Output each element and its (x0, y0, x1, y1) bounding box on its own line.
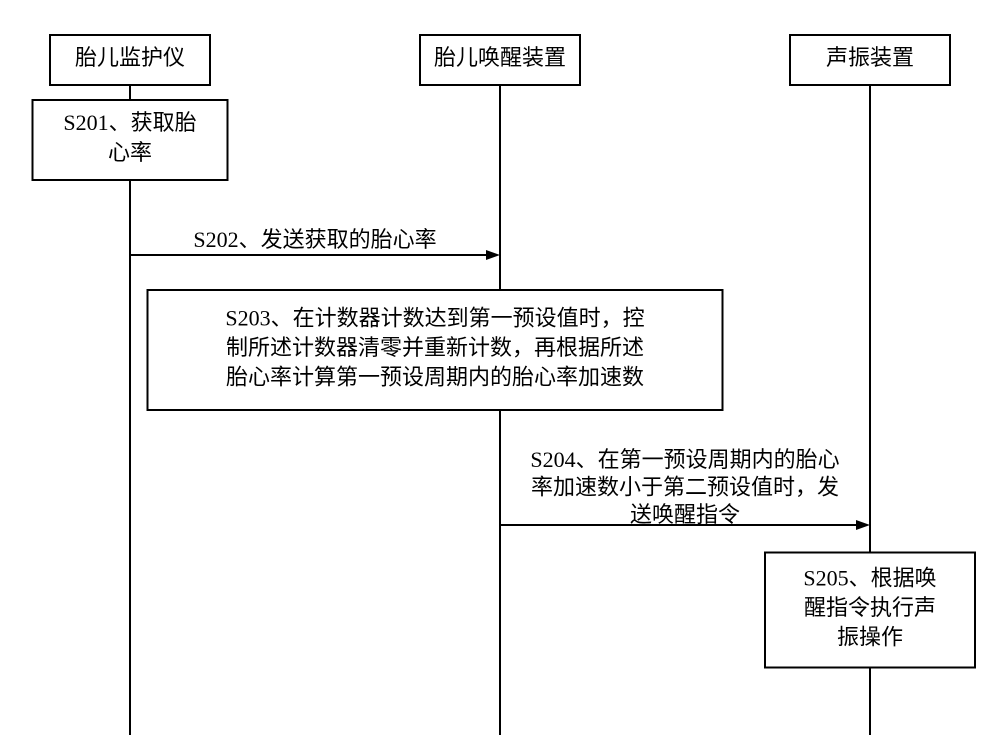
step-s205-label: 振操作 (837, 625, 903, 650)
step-s204-arrowhead (856, 520, 870, 530)
lane-header-monitor-label: 胎儿监护仪 (75, 45, 185, 70)
step-s202-label: S202、发送获取的胎心率 (193, 227, 436, 252)
sequence-diagram: 胎儿监护仪 胎儿唤醒装置 声振装置 S201、获取胎心率 S202、发送获取的胎心率 S2… (0, 0, 1000, 748)
step-s204-label: S204、在第一预设周期内的胎心 (530, 447, 839, 472)
step-s201-label: 心率 (108, 140, 152, 165)
step-s202-arrowhead (486, 250, 500, 260)
lane-header-vibrator-label: 声振装置 (826, 45, 914, 70)
step-s204-label: 率加速数小于第二预设值时，发 (531, 475, 839, 500)
step-s203-label: S203、在计数器计数达到第一预设值时，控 (225, 305, 644, 330)
step-s203-label: 胎心率计算第一预设周期内的胎心率加速数 (226, 365, 644, 390)
step-s205-label: 醒指令执行声 (804, 595, 936, 620)
step-s205-label: S205、根据唤 (803, 565, 936, 590)
step-s201-label: S201、获取胎 (63, 110, 196, 135)
step-s203-label: 制所述计数器清零并重新计数，再根据所述 (226, 335, 644, 360)
step-s204-label: 送唤醒指令 (630, 502, 740, 527)
lane-header-waker-label: 胎儿唤醒装置 (434, 45, 566, 70)
